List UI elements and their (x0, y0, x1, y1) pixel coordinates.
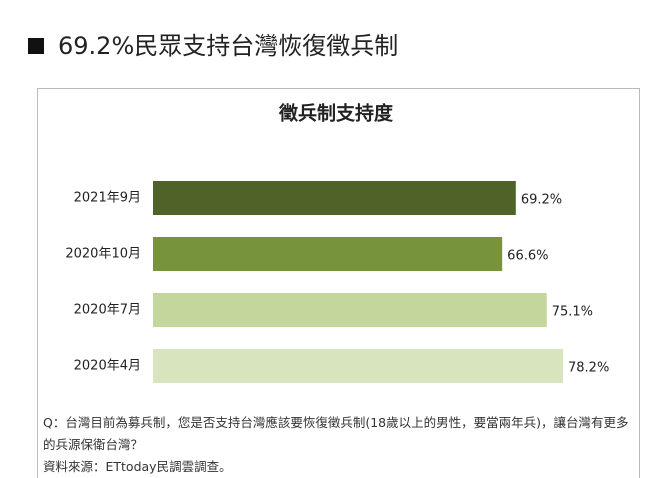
category-label: 2021年9月 (74, 191, 141, 206)
note: 資料來源：ETtoday民調雲調查。 (43, 459, 232, 474)
category-label: 2020年4月 (74, 359, 141, 374)
notes: Q：台灣目前為募兵制，您是否支持台灣應該要恢復徵兵制(18歲以上的男性，要當兩年… (43, 412, 635, 478)
header-title: 69.2%民眾支持台灣恢復徵兵制 (58, 32, 398, 60)
category-label: 2020年10月 (65, 247, 141, 262)
value-label: 69.2% (521, 193, 562, 208)
bar (153, 349, 563, 383)
header-bullet (28, 38, 44, 54)
chart-title: 徵兵制支持度 (278, 102, 394, 125)
value-label: 66.6% (507, 249, 548, 264)
bar (153, 181, 516, 215)
value-label: 78.2% (568, 361, 609, 376)
value-label: 75.1% (552, 305, 593, 320)
note: Q：台灣目前為募兵制，您是否支持台灣應該要恢復徵兵制(18歲以上的男性，要當兩年… (43, 415, 629, 452)
bar (153, 237, 503, 271)
bar (153, 293, 547, 327)
chart-frame (37, 88, 640, 478)
category-label: 2020年7月 (74, 303, 141, 318)
